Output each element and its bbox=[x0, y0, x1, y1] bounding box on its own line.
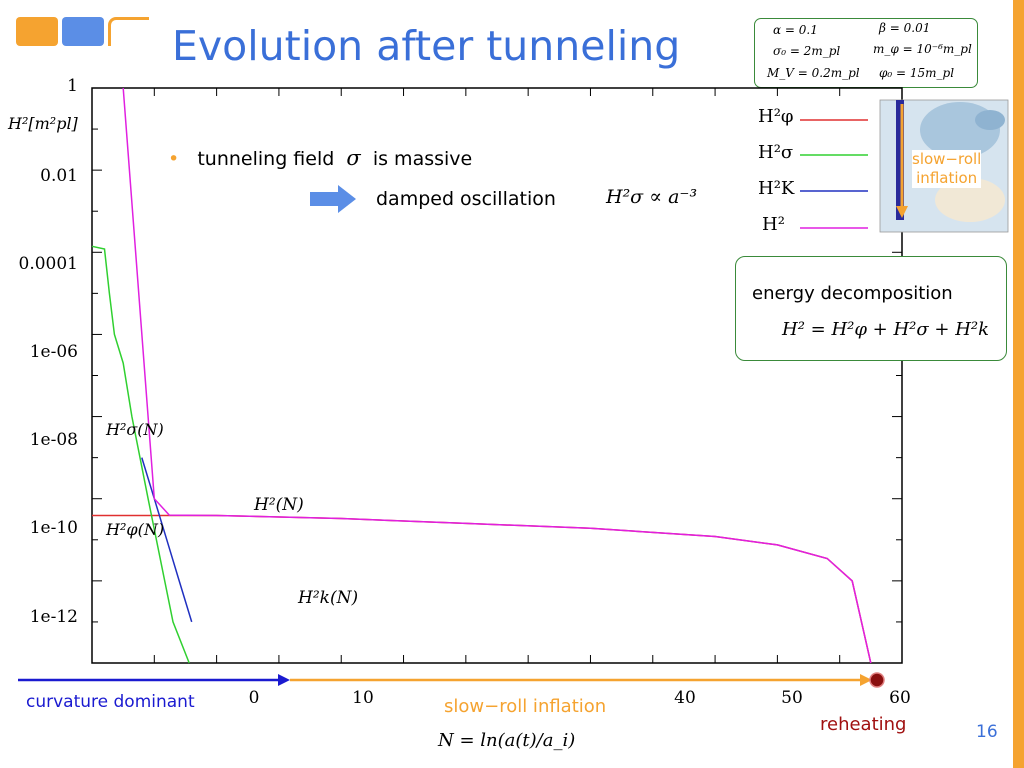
y-tick-label-1e-06: 1e-06 bbox=[29, 342, 78, 362]
param-beta: β = 0.01 bbox=[879, 21, 931, 35]
series-label-h: H²(N) bbox=[254, 495, 304, 515]
legend-label-hsigma: H²σ bbox=[758, 142, 794, 163]
series-label-hphi: H²φ(N) bbox=[106, 520, 165, 539]
y-axis-label: H²[m²pl] bbox=[8, 114, 78, 133]
slide-title: Evolution after tunneling bbox=[172, 22, 681, 70]
bullet-text: tunneling field bbox=[197, 148, 335, 170]
y-tick-label-1e-10: 1e-10 bbox=[29, 518, 78, 538]
y-tick-label-1: 1 bbox=[67, 76, 78, 96]
param-mphi: m_φ = 10⁻⁶m_pl bbox=[873, 42, 972, 56]
energy-decomposition-box: energy decomposition H² = H²φ + H²σ + H²… bbox=[735, 256, 1007, 361]
energy-box-formula: H² = H²φ + H²σ + H²k bbox=[782, 319, 990, 340]
logo-block-outline bbox=[108, 17, 149, 46]
page-number: 16 bbox=[976, 722, 998, 742]
series-line-3 bbox=[122, 87, 872, 664]
damped-oscillation-text: damped oscillation bbox=[376, 188, 556, 210]
reheating-label: reheating bbox=[820, 714, 907, 735]
series-line-1 bbox=[91, 245, 190, 664]
series-group bbox=[91, 87, 872, 664]
legend-label-hk: H²K bbox=[758, 178, 795, 199]
x-tick-label-40: 40 bbox=[674, 688, 696, 708]
bullet-marker: • bbox=[168, 148, 180, 170]
series-line-2 bbox=[141, 457, 193, 623]
y-tick-label-0.0001: 0.0001 bbox=[18, 254, 78, 274]
y-tick-label-1e-12: 1e-12 bbox=[29, 607, 78, 627]
param-alpha: α = 0.1 bbox=[773, 23, 818, 37]
slow-roll-arrowhead bbox=[860, 674, 872, 686]
inset-label: slow−roll inflation bbox=[912, 150, 982, 188]
y-tick-label-0.01: 0.01 bbox=[40, 166, 78, 186]
y-tick-label-1e-08: 1e-08 bbox=[29, 430, 78, 450]
param-mv: M_V = 0.2m_pl bbox=[767, 66, 860, 80]
curvature-dominant-label: curvature dominant bbox=[26, 692, 195, 712]
param-phi0: φ₀ = 15m_pl bbox=[879, 66, 955, 80]
x-axis-label: N = ln(a(t)/a_i) bbox=[438, 730, 576, 751]
x-tick-label-10: 10 bbox=[352, 688, 374, 708]
x-tick-label-0: 0 bbox=[248, 688, 260, 708]
series-label-hsigma: H²σ(N) bbox=[106, 420, 164, 439]
param-sigma0: σ₀ = 2m_pl bbox=[773, 44, 841, 58]
legend-label-hphi: H²φ bbox=[758, 106, 794, 127]
series-line-0 bbox=[92, 514, 872, 664]
bullet-item: • tunneling field σ is massive bbox=[168, 146, 472, 170]
series-label-hk: H²k(N) bbox=[298, 588, 359, 608]
slow-roll-inflation-label: slow−roll inflation bbox=[444, 696, 607, 717]
bullet-symbol: σ bbox=[346, 146, 361, 170]
logo-block-blue bbox=[62, 17, 104, 46]
damped-oscillation-formula: H²σ ∝ a⁻³ bbox=[606, 186, 698, 208]
x-tick-label-50: 50 bbox=[781, 688, 803, 708]
energy-box-title: energy decomposition bbox=[752, 283, 953, 304]
reheating-dot bbox=[869, 672, 885, 688]
accent-side-bar bbox=[1013, 0, 1024, 768]
curvature-arrowhead bbox=[278, 674, 290, 686]
inset-label-line2: inflation bbox=[916, 169, 978, 187]
blue-arrow-icon bbox=[310, 185, 356, 213]
plot-frame bbox=[91, 87, 903, 664]
bullet-text-tail: is massive bbox=[372, 148, 473, 170]
legend-label-h: H² bbox=[762, 214, 785, 235]
tick-marks bbox=[91, 87, 903, 664]
logo-block-orange bbox=[16, 17, 58, 46]
x-tick-label-60: 60 bbox=[889, 688, 911, 708]
inset-label-line1: slow−roll bbox=[912, 150, 982, 168]
